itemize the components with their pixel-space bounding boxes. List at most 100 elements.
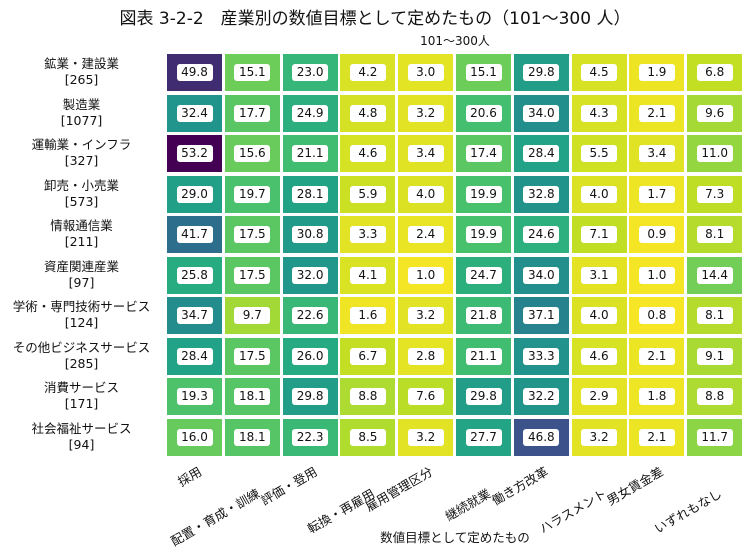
y-tick-label: 鉱業・建設業 [265] (0, 56, 163, 88)
heatmap-cell: 33.3 (513, 337, 569, 375)
heatmap-cell: 21.1 (456, 337, 511, 375)
cell-value-label: 24.9 (292, 104, 329, 122)
heatmap-cell: 28.1 (282, 175, 338, 213)
cell-value-label: 19.3 (176, 388, 213, 405)
cell-value-label: 18.1 (234, 428, 271, 446)
row-name: 資産関連産業 (43, 258, 119, 274)
heatmap-cell: 3.2 (398, 94, 454, 132)
heatmap-cell: 28.4 (167, 337, 222, 375)
cell-value-label: 9.6 (696, 104, 733, 122)
x-tick-label: 働き方改革 (488, 463, 551, 509)
heatmap-cell: 34.0 (513, 94, 569, 132)
heatmap-cell: 4.8 (340, 94, 396, 132)
heatmap-cell: 19.9 (456, 175, 511, 213)
heatmap-cell: 23.0 (282, 54, 338, 91)
cell-value-label: 3.4 (638, 145, 675, 162)
cell-value-label: 49.8 (176, 64, 213, 81)
heatmap-cell: 2.1 (629, 418, 685, 456)
heatmap-cell: 1.9 (629, 54, 685, 91)
heatmap-cell: 8.8 (687, 378, 743, 415)
cell-value-label: 3.2 (407, 307, 444, 324)
heatmap-cell: 34.0 (513, 256, 569, 294)
cell-value-label: 15.6 (234, 145, 271, 162)
cell-value-label: 17.5 (234, 347, 271, 365)
heatmap-cell: 3.4 (398, 135, 454, 172)
cell-value-label: 3.2 (407, 104, 444, 122)
cell-value-label: 30.8 (292, 226, 329, 243)
heatmap-cell: 29.8 (456, 378, 511, 415)
cell-value-label: 2.1 (638, 428, 675, 446)
cell-value-label: 19.9 (465, 226, 502, 243)
heatmap-cell: 6.7 (340, 337, 396, 375)
cell-value-label: 17.7 (234, 104, 271, 122)
cell-value-label: 1.7 (638, 185, 675, 203)
heatmap-cell: 17.5 (224, 216, 280, 253)
heatmap-cell: 6.8 (687, 54, 743, 91)
cell-value-label: 8.8 (349, 388, 386, 405)
heatmap-cell: 4.5 (571, 54, 627, 91)
cell-value-label: 0.8 (638, 307, 675, 324)
heatmap-cell: 8.1 (687, 216, 743, 253)
cell-value-label: 3.1 (581, 266, 618, 284)
cell-value-label: 25.8 (176, 266, 213, 284)
cell-value-label: 6.8 (696, 64, 733, 81)
row-sample-size: [265] (64, 72, 99, 87)
heatmap-cell: 9.1 (687, 337, 743, 375)
cell-value-label: 4.8 (349, 104, 386, 122)
cell-value-label: 1.6 (349, 307, 386, 324)
cell-value-label: 15.1 (234, 64, 271, 81)
row-sample-size: [327] (64, 153, 99, 168)
heatmap-cell: 37.1 (513, 297, 569, 334)
heatmap-cell: 24.9 (282, 94, 338, 132)
cell-value-label: 8.8 (696, 388, 733, 405)
cell-value-label: 29.8 (465, 388, 502, 405)
cell-value-label: 2.8 (407, 347, 444, 365)
heatmap-cell: 17.4 (456, 135, 511, 172)
heatmap-cell: 18.1 (224, 418, 280, 456)
cell-value-label: 37.1 (523, 307, 560, 324)
cell-value-label: 28.1 (292, 185, 329, 203)
cell-value-label: 4.0 (581, 307, 618, 324)
chart-title: 図表 3-2-2 産業別の数値目標として定めたもの（101～300 人） (119, 9, 631, 29)
row-name: その他ビジネスサービス (12, 339, 151, 355)
row-name: 情報通信業 (50, 218, 113, 233)
heatmap-cell: 26.0 (282, 337, 338, 375)
cell-value-label: 4.5 (581, 64, 618, 81)
heatmap-cell: 28.4 (513, 135, 569, 172)
heatmap-cell: 4.1 (340, 256, 396, 294)
cell-value-label: 34.7 (176, 307, 213, 324)
heatmap-cell: 4.6 (571, 337, 627, 375)
heatmap-cell: 24.6 (513, 216, 569, 253)
heatmap-cell: 16.0 (167, 418, 222, 456)
cell-value-label: 22.3 (292, 428, 329, 446)
cell-value-label: 20.6 (465, 104, 502, 122)
heatmap-cell: 2.9 (571, 378, 627, 415)
heatmap-cell: 9.7 (224, 297, 280, 334)
cell-value-label: 4.0 (581, 185, 618, 203)
cell-value-label: 29.8 (292, 388, 329, 405)
cell-value-label: 17.5 (234, 266, 271, 284)
cell-value-label: 17.4 (465, 145, 502, 162)
heatmap-cell: 15.6 (224, 135, 280, 172)
row-name: 学術・専門技術サービス (12, 299, 151, 314)
row-sample-size: [94] (68, 436, 95, 452)
cell-value-label: 3.0 (407, 64, 444, 81)
row-sample-size: [124] (64, 315, 99, 330)
heatmap-cell: 4.2 (340, 54, 396, 91)
heatmap-cell: 0.9 (629, 216, 685, 253)
row-sample-size: [97] (68, 274, 95, 290)
heatmap-cell: 1.7 (629, 175, 685, 213)
y-tick-label: 製造業 [1077] (0, 97, 163, 129)
cell-value-label: 5.5 (581, 145, 618, 162)
cell-value-label: 15.1 (465, 64, 502, 81)
cell-value-label: 32.0 (292, 266, 329, 284)
cell-value-label: 4.6 (349, 145, 386, 162)
cell-value-label: 8.1 (696, 226, 733, 243)
cell-value-label: 27.7 (465, 428, 502, 446)
heatmap-cell: 29.8 (282, 378, 338, 415)
heatmap-cell: 11.7 (687, 418, 743, 456)
cell-value-label: 2.9 (581, 388, 618, 405)
row-sample-size: [171] (64, 396, 99, 411)
heatmap-cell: 2.1 (629, 337, 685, 375)
heatmap-cell: 7.3 (687, 175, 743, 213)
